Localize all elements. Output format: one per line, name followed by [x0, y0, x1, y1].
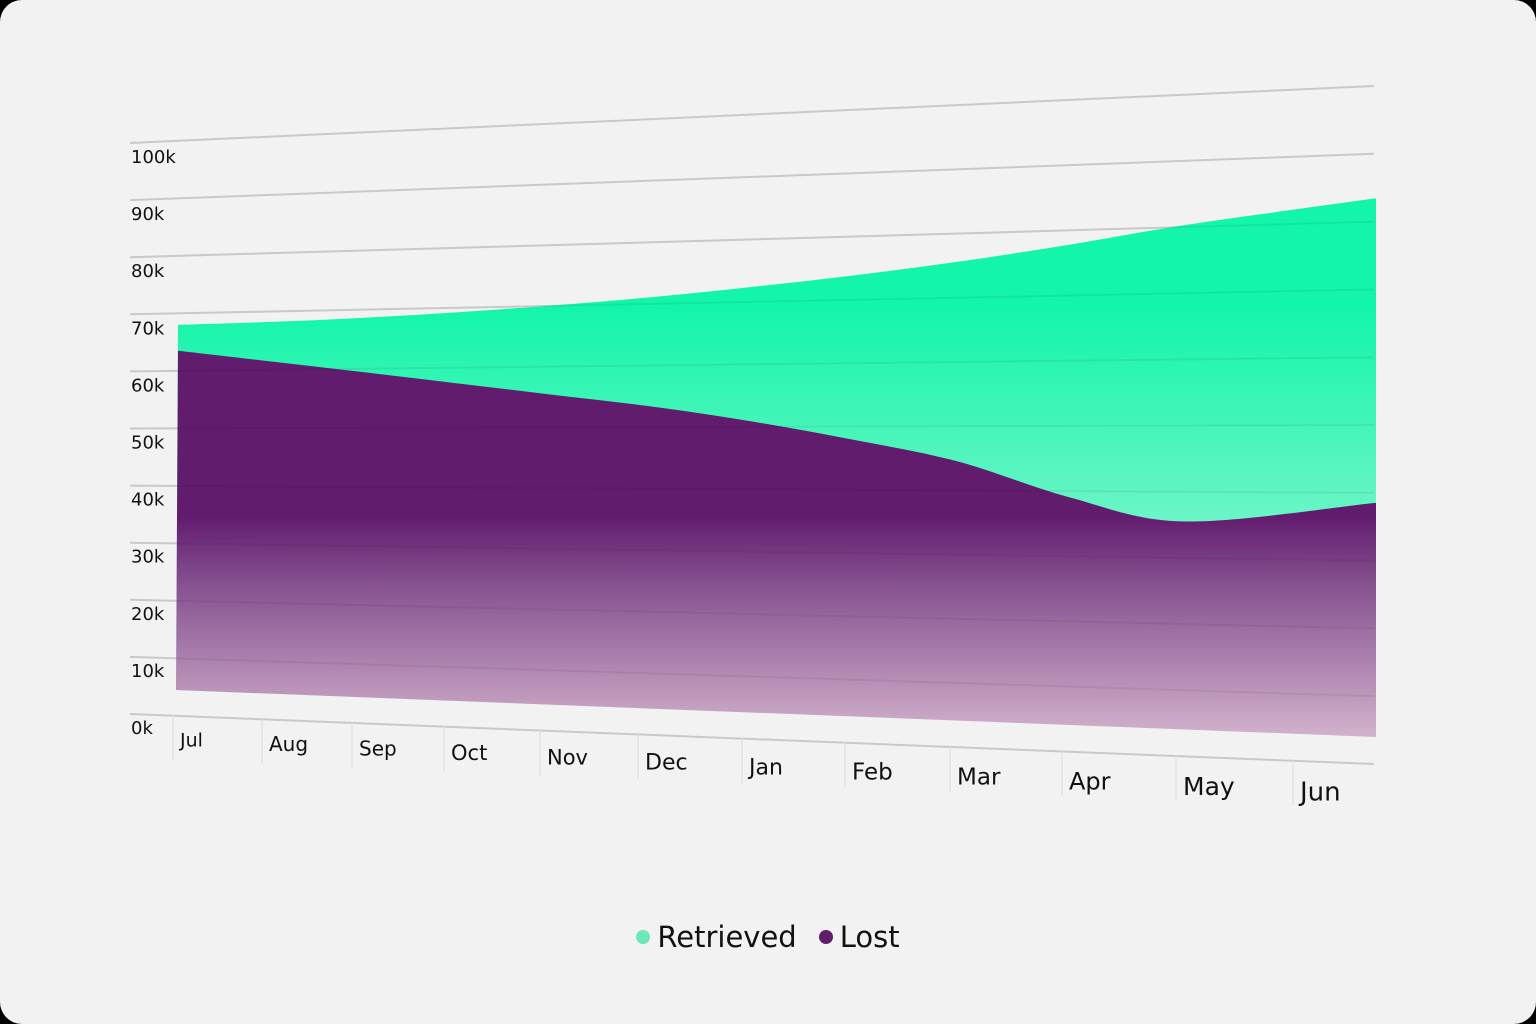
x-tick-label: Dec	[645, 750, 688, 775]
x-tick-label: May	[1183, 772, 1235, 801]
y-tick-label: 20k	[131, 604, 165, 625]
gridline	[129, 713, 1375, 765]
gridlines-overlay	[129, 85, 1375, 765]
y-tick-label: 70k	[131, 318, 165, 339]
x-tick-label: Nov	[547, 746, 588, 770]
y-tick-label: 10k	[131, 661, 165, 682]
chart-areas	[176, 198, 1376, 737]
gridline	[129, 85, 1375, 144]
y-axis-labels: 0k 10k 20k 30k 40k 50k 60k 70k 80k 90k 100k	[131, 147, 176, 739]
x-tick-label: Feb	[852, 759, 893, 785]
gridline	[129, 220, 1375, 259]
legend-label-lost: Lost	[839, 920, 900, 954]
y-tick-label: 80k	[131, 261, 165, 282]
legend-item-retrieved[interactable]: Retrieved	[636, 920, 797, 954]
legend-item-lost[interactable]: Lost	[818, 920, 900, 954]
y-tick-label: 90k	[131, 204, 165, 225]
x-tick-label: Apr	[1069, 768, 1111, 796]
lost-area	[176, 350, 1376, 737]
y-tick-label: 30k	[131, 547, 165, 568]
y-tick-label: 0k	[131, 718, 153, 739]
x-axis: Jul Aug Sep Oct Nov Dec Jan Feb Mar Apr May Jun	[172, 715, 1341, 808]
x-tick-label: Mar	[957, 764, 1001, 790]
x-tick-label: Jul	[179, 730, 203, 752]
y-tick-label: 60k	[131, 375, 165, 396]
x-tick-label: Oct	[451, 741, 487, 765]
x-tick-label: Jun	[1298, 778, 1341, 808]
y-tick-label: 100k	[131, 147, 176, 168]
legend: Retrieved Lost	[0, 920, 1536, 954]
y-tick-label: 40k	[131, 490, 165, 511]
gridline	[129, 152, 1375, 202]
lost-dot-icon	[818, 930, 833, 944]
legend-label-retrieved: Retrieved	[657, 920, 797, 954]
retrieved-dot-icon	[636, 930, 651, 944]
x-tick-label: Jan	[747, 755, 783, 780]
x-tick-label: Sep	[359, 737, 397, 761]
y-tick-label: 50k	[131, 433, 165, 454]
x-tick-label: Aug	[269, 732, 308, 756]
